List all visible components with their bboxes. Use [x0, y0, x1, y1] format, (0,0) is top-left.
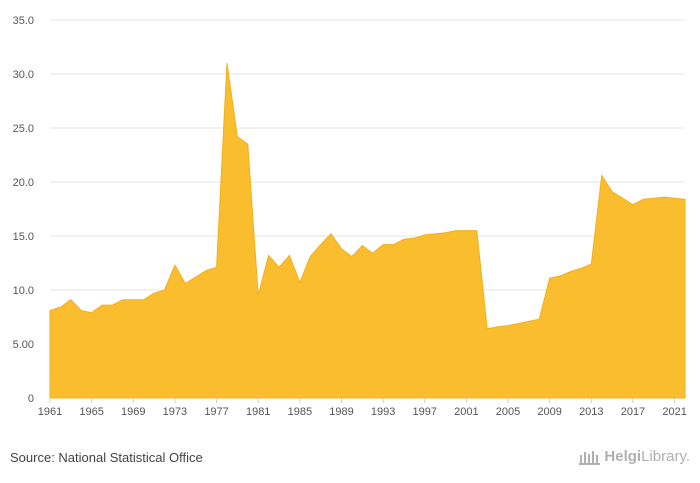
y-tick-label: 20.0	[13, 177, 34, 189]
y-tick-label: 25.0	[13, 123, 34, 135]
x-tick-label: 1973	[163, 406, 187, 418]
y-tick-label: 0	[28, 393, 34, 405]
area-series	[48, 61, 687, 399]
x-tick-label: 1997	[413, 406, 437, 418]
data-point	[225, 61, 229, 65]
data-point	[256, 293, 260, 297]
x-tick-label: 1985	[288, 406, 312, 418]
data-point	[308, 255, 312, 259]
x-tick-label: 2017	[621, 406, 645, 418]
data-point	[527, 319, 531, 323]
data-point	[215, 265, 219, 269]
data-point	[287, 253, 291, 257]
data-point	[339, 247, 343, 251]
data-point	[475, 229, 479, 233]
data-point	[579, 266, 583, 270]
y-axis: 0 5.00 10.0 15.0 20.0 25.0 30.0 35.0	[13, 15, 34, 405]
data-point	[433, 232, 437, 236]
data-point	[423, 233, 427, 237]
data-point	[142, 298, 146, 302]
data-point	[163, 288, 167, 292]
data-point	[641, 197, 645, 201]
data-point	[548, 276, 552, 280]
data-point	[568, 270, 572, 274]
data-point	[48, 309, 52, 313]
x-tick-label: 1965	[79, 406, 103, 418]
x-tick-label: 1993	[371, 406, 395, 418]
data-point	[683, 197, 687, 201]
x-tick-label: 1981	[246, 406, 270, 418]
x-tick-label: 1977	[204, 406, 228, 418]
data-point	[631, 203, 635, 207]
data-point	[444, 231, 448, 235]
data-point	[110, 303, 114, 307]
data-point	[506, 324, 510, 328]
data-point	[496, 325, 500, 329]
area-fill	[49, 63, 686, 399]
x-tick-label: 1989	[329, 406, 353, 418]
data-point	[589, 262, 593, 266]
data-point	[204, 269, 208, 273]
data-point	[381, 243, 385, 247]
data-point	[621, 196, 625, 200]
data-point	[652, 196, 656, 200]
data-point	[392, 243, 396, 247]
data-point	[558, 274, 562, 278]
x-tick-label: 1961	[38, 406, 62, 418]
y-tick-label: 15.0	[13, 231, 34, 243]
data-point	[537, 317, 541, 321]
x-tick-label: 2001	[454, 406, 478, 418]
data-point	[173, 263, 177, 267]
data-point	[371, 251, 375, 255]
data-point	[298, 280, 302, 284]
y-tick-label: 5.00	[13, 339, 34, 351]
brand-logo: Helgi Library.	[579, 448, 690, 465]
data-point	[464, 229, 468, 233]
x-axis: 1961 1965 1969 1973 1977 1981 1985 1989 1993 1997…	[38, 398, 687, 418]
x-tick-label: 1969	[121, 406, 145, 418]
data-point	[69, 298, 73, 302]
y-tick-label: 35.0	[13, 15, 34, 27]
data-point	[360, 244, 364, 248]
data-point	[121, 298, 125, 302]
data-point	[267, 253, 271, 257]
data-point	[662, 195, 666, 199]
data-point	[79, 309, 83, 313]
data-point	[277, 265, 281, 269]
data-point	[100, 303, 104, 307]
data-point	[152, 291, 156, 295]
data-point	[600, 174, 604, 178]
data-point	[402, 237, 406, 241]
data-point	[319, 243, 323, 247]
data-point	[235, 135, 239, 139]
data-point	[673, 196, 677, 200]
data-point	[329, 232, 333, 236]
x-tick-label: 2009	[537, 406, 561, 418]
data-point	[610, 190, 614, 194]
data-point	[516, 321, 520, 325]
data-point	[350, 255, 354, 259]
data-point	[58, 305, 62, 309]
data-point	[90, 311, 94, 315]
data-point	[194, 275, 198, 279]
data-point	[183, 282, 187, 286]
brand-suffix: Library.	[641, 448, 690, 465]
x-tick-label: 2013	[579, 406, 603, 418]
data-point	[131, 298, 135, 302]
library-building-icon	[579, 450, 601, 465]
data-point	[246, 142, 250, 146]
x-tick-label: 2005	[496, 406, 520, 418]
y-tick-label: 30.0	[13, 69, 34, 81]
source-note: Source: National Statistical Office	[10, 450, 203, 465]
data-point	[485, 327, 489, 331]
data-point	[454, 229, 458, 233]
brand-name: Helgi	[604, 448, 642, 465]
y-tick-label: 10.0	[13, 285, 34, 297]
data-point	[412, 236, 416, 240]
x-tick-label: 2021	[662, 406, 686, 418]
